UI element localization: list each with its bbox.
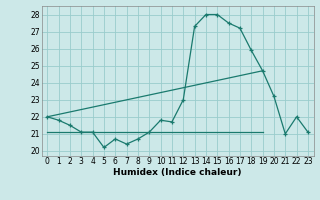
X-axis label: Humidex (Indice chaleur): Humidex (Indice chaleur) xyxy=(113,168,242,177)
